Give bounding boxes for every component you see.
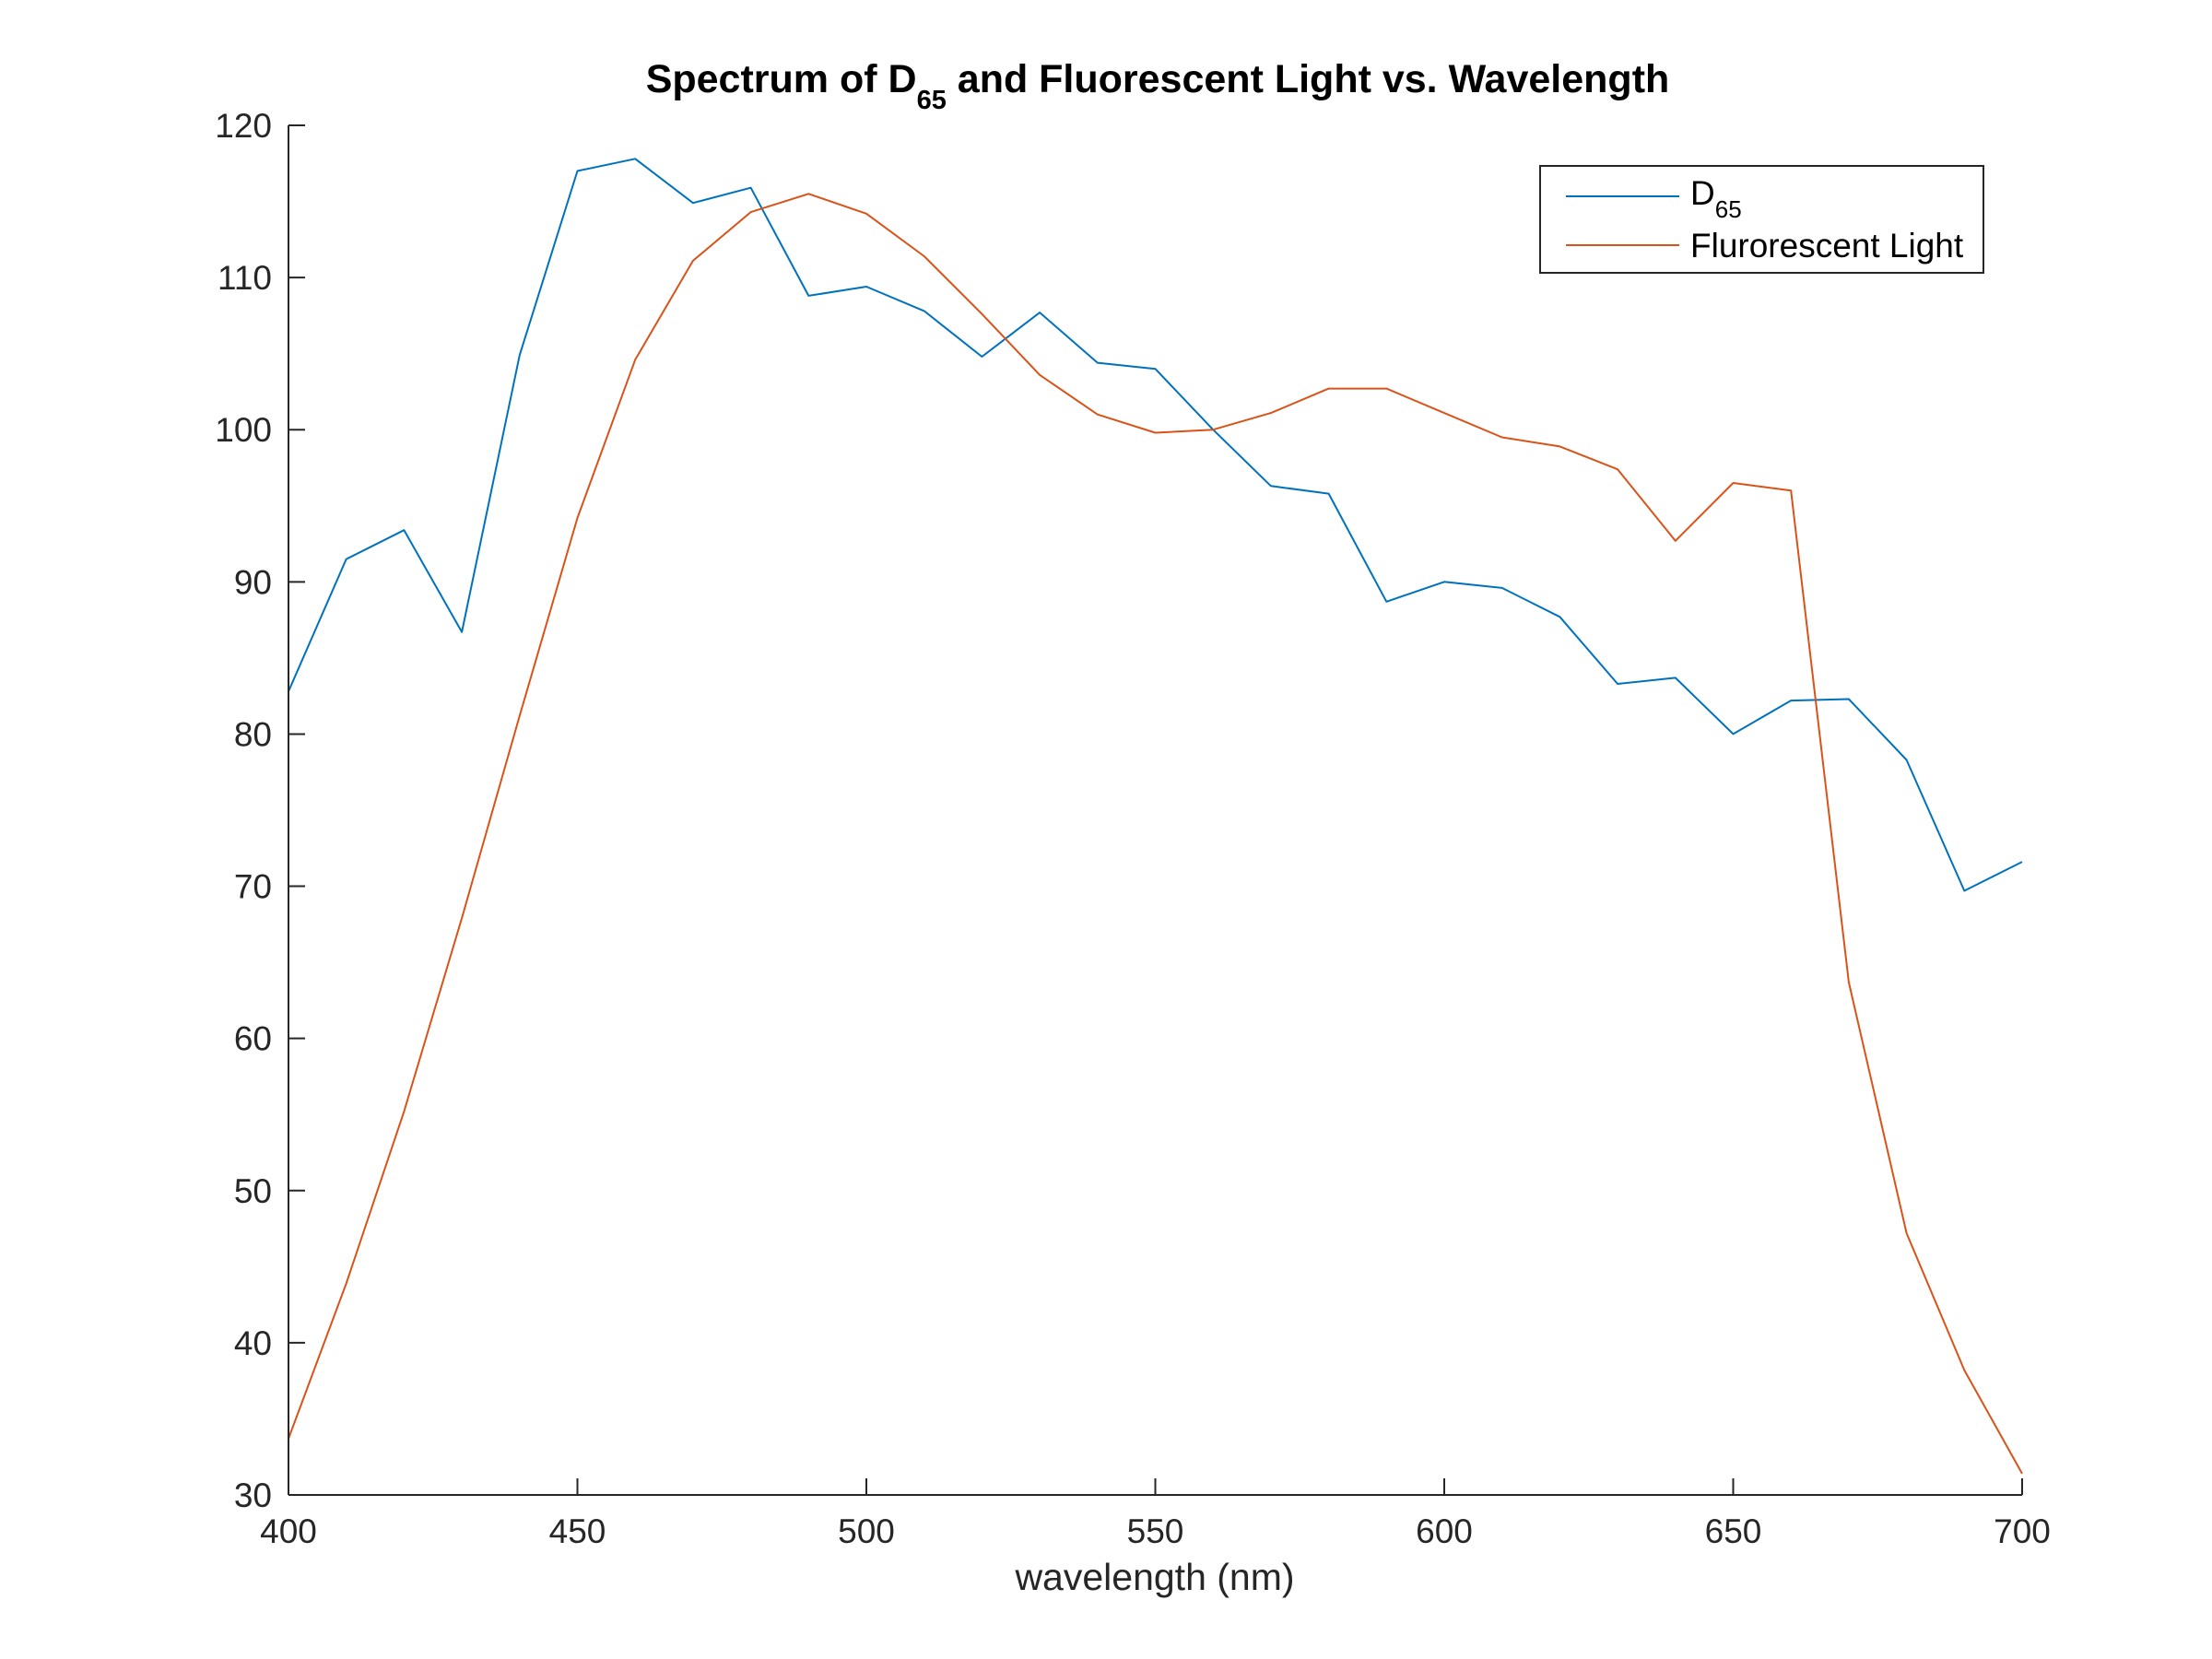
legend: D65 Flurorescent Light bbox=[1539, 165, 1984, 274]
y-tick-label: 80 bbox=[234, 715, 272, 753]
legend-label-fluorescent: Flurorescent Light bbox=[1690, 227, 1964, 265]
x-tick-label: 650 bbox=[1705, 1512, 1762, 1550]
ticks-layer: 400 450 500 550 600 650 700 30 40 50 60 70 80 90 100 11… bbox=[215, 107, 2051, 1550]
y-tick-label: 40 bbox=[234, 1324, 272, 1362]
x-tick-label: 500 bbox=[838, 1512, 895, 1550]
chart-title: Spectrum of D65 and Fluorescent Light vs… bbox=[646, 57, 1670, 115]
chart-title-suffix: and Fluorescent Light vs. Wavelength bbox=[947, 57, 1669, 101]
y-tick-label: 30 bbox=[234, 1477, 272, 1514]
legend-label-d65-subscript: 65 bbox=[1715, 195, 1742, 223]
y-tick-label: 100 bbox=[215, 411, 272, 449]
x-axis-label: wavelength (nm) bbox=[1014, 1556, 1294, 1598]
y-tick-label: 110 bbox=[218, 259, 272, 297]
chart-title-subscript: 65 bbox=[917, 86, 947, 115]
y-tick-label: 50 bbox=[234, 1172, 272, 1210]
y-tick-label: 90 bbox=[234, 563, 272, 601]
legend-entry-d65: D65 bbox=[1690, 174, 1742, 223]
series-line-fluorescent-light bbox=[288, 193, 2023, 1475]
x-tick-label: 450 bbox=[549, 1512, 606, 1550]
x-tick-label: 700 bbox=[1994, 1512, 2051, 1550]
y-tick-label: 70 bbox=[234, 868, 272, 906]
y-tick-label: 60 bbox=[234, 1020, 272, 1058]
y-tick-label: 120 bbox=[215, 107, 272, 145]
x-tick-label: 600 bbox=[1416, 1512, 1473, 1550]
series-line-d65 bbox=[288, 158, 2023, 892]
legend-box bbox=[1539, 165, 1984, 274]
x-tick-label: 550 bbox=[1127, 1512, 1184, 1550]
legend-label-d65: D bbox=[1690, 174, 1715, 212]
chart-title-prefix: Spectrum of D bbox=[646, 57, 917, 101]
x-tick-label: 400 bbox=[260, 1512, 317, 1550]
series-layer bbox=[288, 158, 2023, 1475]
